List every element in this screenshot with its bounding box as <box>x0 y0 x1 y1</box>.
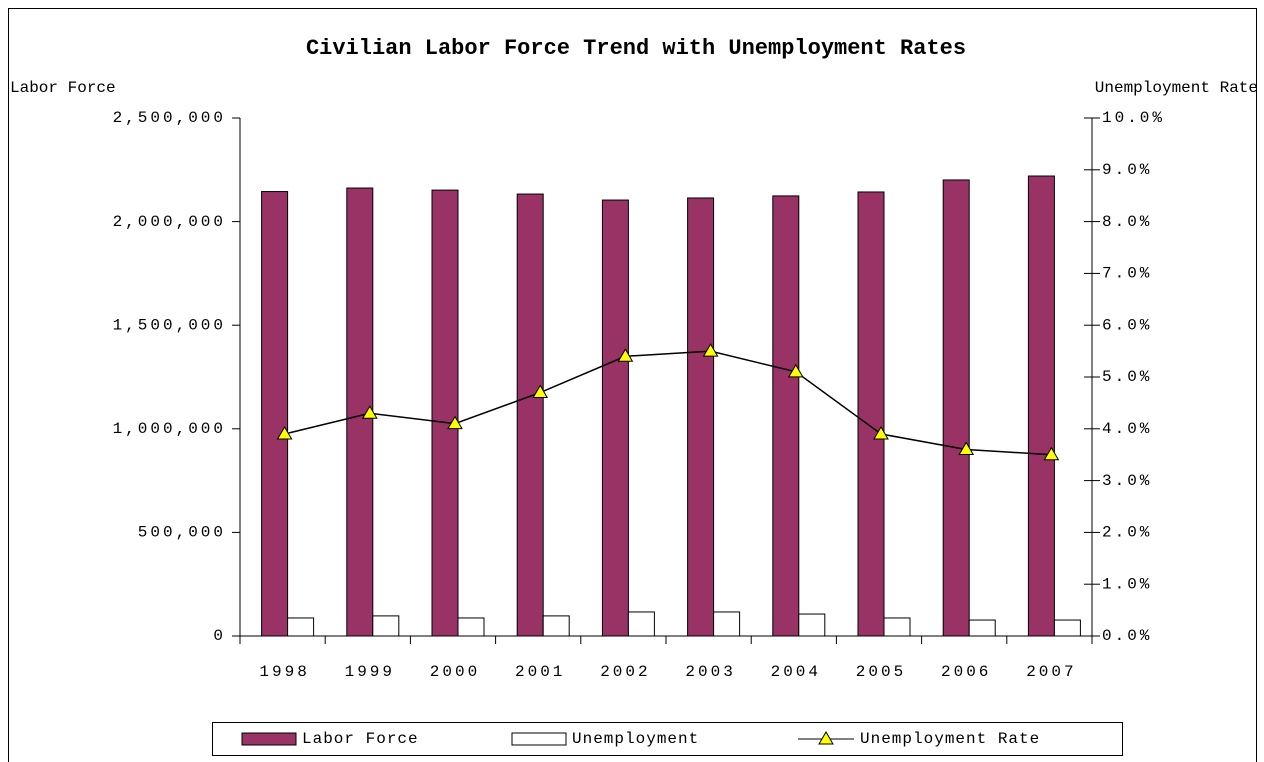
line-marker <box>361 405 378 419</box>
bar <box>713 611 741 637</box>
y2-tick-label: 8.0% <box>1102 213 1152 231</box>
y-tick-label: 500,000 <box>138 524 226 542</box>
x-tick-label: 2005 <box>856 663 906 681</box>
bar <box>1027 175 1055 637</box>
line-marker <box>276 425 293 440</box>
x-tick-label: 2002 <box>600 663 650 681</box>
y-tick-label: 0 <box>213 627 226 645</box>
x-tick-label: 1999 <box>345 663 395 681</box>
legend-label: Unemployment Rate <box>860 730 1040 748</box>
line-marker <box>1043 446 1060 461</box>
line-marker <box>617 348 634 362</box>
y2-tick-label: 9.0% <box>1102 161 1152 179</box>
bar <box>883 617 911 637</box>
y-axis-label: Labor Force <box>10 79 116 97</box>
bar <box>261 191 289 637</box>
line-marker <box>958 441 975 456</box>
line-marker <box>873 425 889 440</box>
legend-label: Labor Force <box>302 730 419 748</box>
bar <box>968 619 996 637</box>
x-tick-label: 2001 <box>515 663 565 681</box>
line-series <box>284 350 1052 456</box>
bar <box>687 197 715 637</box>
bar <box>798 613 826 637</box>
y2-tick-label: 1.0% <box>1102 575 1152 593</box>
y-tick-label: 1,000,000 <box>113 420 226 438</box>
bar <box>627 611 655 637</box>
y2-tick-label: 6.0% <box>1102 316 1152 334</box>
y2-tick-label: 2.0% <box>1102 524 1152 542</box>
line-marker <box>447 415 463 430</box>
y-tick-label: 1,500,000 <box>113 316 226 334</box>
y2-tick-label: 4.0% <box>1102 420 1152 438</box>
y2-tick-label: 5.0% <box>1102 368 1152 386</box>
bar <box>372 615 400 637</box>
bar <box>542 615 570 637</box>
chart-title: Civilian Labor Force Trend with Unemploy… <box>306 36 966 61</box>
legend-box <box>212 722 1123 756</box>
bar <box>1053 619 1081 637</box>
legend-swatch <box>241 732 297 746</box>
chart-border <box>8 8 1257 762</box>
y2-tick-label: 7.0% <box>1102 265 1152 283</box>
y-tick-label: 2,000,000 <box>113 213 226 231</box>
x-tick-label: 2007 <box>1026 663 1076 681</box>
x-tick-label: 2004 <box>771 663 821 681</box>
bar <box>516 193 544 637</box>
legend-label: Unemployment <box>572 730 699 748</box>
x-tick-label: 1998 <box>259 663 309 681</box>
y-tick-label: 2,500,000 <box>113 109 226 127</box>
x-tick-label: 2000 <box>430 663 480 681</box>
bar <box>457 617 485 637</box>
x-tick-label: 2006 <box>941 663 991 681</box>
bar <box>772 195 800 637</box>
bar <box>942 179 970 637</box>
line-marker <box>787 363 804 378</box>
y2-tick-label: 3.0% <box>1102 472 1152 490</box>
y2-axis-label: Unemployment Rate <box>1095 79 1258 97</box>
legend-swatch <box>511 732 567 746</box>
y2-tick-label: 0.0% <box>1102 627 1152 645</box>
bar <box>287 617 315 637</box>
bar <box>601 199 629 637</box>
bar <box>857 191 885 637</box>
legend-marker <box>818 731 834 745</box>
y2-tick-label: 10.0% <box>1102 109 1165 127</box>
bar <box>431 189 459 637</box>
line-marker <box>702 343 719 357</box>
x-tick-label: 2003 <box>685 663 735 681</box>
line-marker <box>532 384 549 399</box>
